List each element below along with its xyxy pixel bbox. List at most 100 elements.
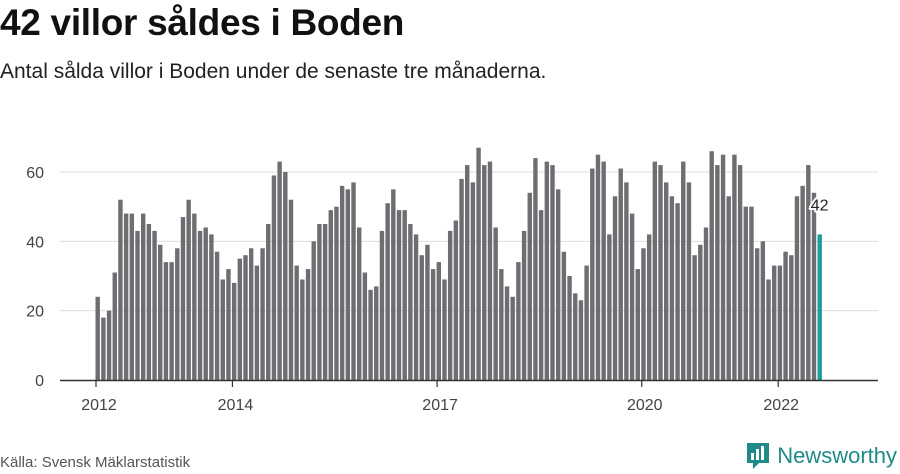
bar <box>533 158 538 380</box>
bar <box>430 269 436 380</box>
bar <box>402 210 407 380</box>
bar <box>590 168 595 380</box>
bar <box>209 234 214 380</box>
bar <box>203 227 208 380</box>
bar <box>311 241 316 380</box>
bar <box>260 248 265 380</box>
bar <box>152 230 157 380</box>
bar <box>601 161 606 380</box>
chart-title: 42 villor såldes i Boden <box>0 2 405 43</box>
annotations: 42 <box>809 195 831 216</box>
bar <box>561 251 567 380</box>
bar <box>419 255 424 380</box>
bar <box>95 296 100 380</box>
bar <box>334 206 339 380</box>
bar <box>760 241 766 380</box>
bar <box>459 178 464 380</box>
bar <box>777 265 783 380</box>
y-tick-label: 60 <box>26 165 44 182</box>
bar <box>305 269 311 380</box>
bar <box>504 286 510 380</box>
bar <box>686 182 692 380</box>
bar <box>635 269 640 380</box>
x-tick-label: 2017 <box>422 397 458 414</box>
bar <box>715 165 720 380</box>
x-tick-label: 2020 <box>627 397 663 414</box>
bar <box>612 196 618 380</box>
bar <box>789 255 794 380</box>
bar <box>351 182 356 380</box>
bar <box>595 154 601 380</box>
bar <box>237 258 243 380</box>
bar <box>521 230 527 380</box>
bar <box>192 213 197 380</box>
bar <box>357 227 362 380</box>
bar <box>681 161 686 380</box>
bar <box>214 251 220 380</box>
chart-subtitle: Antal sålda villor i Boden under de sena… <box>0 60 547 83</box>
bar <box>140 213 146 380</box>
bar <box>294 265 299 380</box>
bar <box>385 203 390 380</box>
bar <box>482 165 487 380</box>
bar <box>743 206 748 380</box>
bars <box>95 147 822 380</box>
bar <box>811 192 817 380</box>
bar <box>254 265 260 380</box>
bar <box>186 199 191 380</box>
bar <box>271 175 277 380</box>
bar <box>720 154 726 380</box>
bar <box>641 248 646 380</box>
bar <box>413 234 419 380</box>
bar <box>243 255 248 380</box>
x-axis-ticks: 2012 2014 2017 2020 2022 <box>81 380 799 414</box>
bar <box>675 203 680 380</box>
bar <box>362 272 368 380</box>
bar <box>766 279 771 380</box>
bar <box>806 165 811 380</box>
bar <box>135 230 140 380</box>
brand-name: Newsworthy <box>777 443 897 468</box>
bar <box>328 210 333 380</box>
bar <box>624 182 629 380</box>
bar <box>180 217 186 380</box>
bar <box>652 161 658 380</box>
y-axis-labels: 0 20 40 60 <box>26 165 44 390</box>
bar <box>800 185 805 380</box>
bar <box>646 234 652 380</box>
bar <box>220 279 225 380</box>
bar <box>737 165 743 380</box>
bar <box>709 151 714 380</box>
bar <box>283 172 288 380</box>
bar <box>692 255 697 380</box>
bar <box>288 199 294 380</box>
bar <box>175 248 180 380</box>
bar <box>794 196 800 380</box>
bar <box>578 300 584 380</box>
bar <box>584 265 589 380</box>
bar <box>703 227 709 380</box>
bar <box>277 161 282 380</box>
bar <box>555 189 561 380</box>
bar <box>607 234 612 380</box>
bar <box>487 161 493 380</box>
bar <box>101 317 106 380</box>
bar <box>106 310 112 380</box>
bar <box>754 248 760 380</box>
x-tick-label: 2022 <box>763 397 799 414</box>
bar <box>391 189 396 380</box>
bar <box>447 230 453 380</box>
bar-highlight <box>817 234 822 380</box>
bar <box>231 282 237 380</box>
bar <box>567 276 572 380</box>
last-value-label: 42 <box>811 197 829 214</box>
bar <box>123 213 129 380</box>
x-tick-label: 2012 <box>81 397 117 414</box>
y-tick-label: 40 <box>26 234 44 251</box>
bar <box>516 262 521 380</box>
bar <box>169 262 174 380</box>
bar <box>266 224 271 380</box>
bar <box>493 227 498 380</box>
bar <box>538 210 544 380</box>
